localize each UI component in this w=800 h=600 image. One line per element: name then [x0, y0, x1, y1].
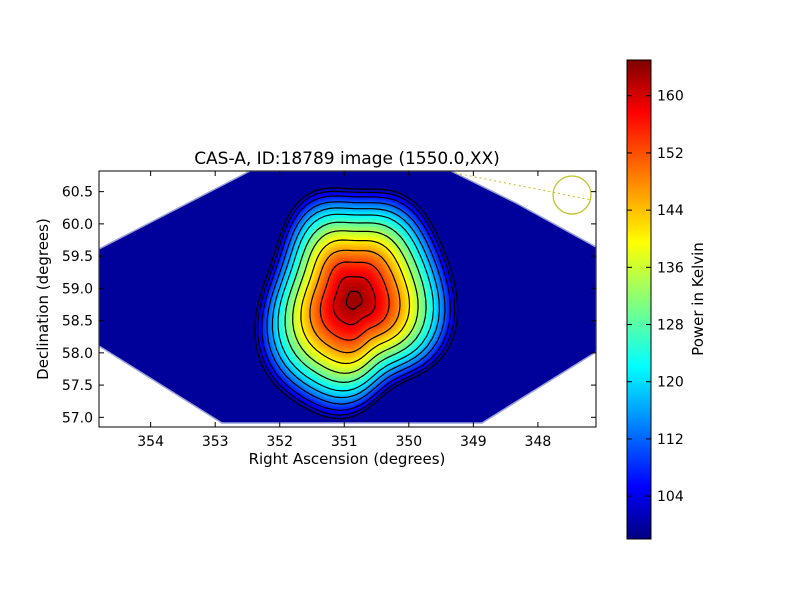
colorbar-tick-label: 112	[657, 432, 684, 448]
colorbar-tick-label: 152	[657, 146, 684, 162]
beam-pointer-line	[454, 172, 593, 201]
x-tick-label: 351	[331, 434, 358, 450]
y-axis: 57.0 57.5 58.0 58.5 59.0 59.5 60.0 60.5	[62, 185, 596, 426]
contour-line	[257, 190, 456, 416]
colorbar-label: Power in Kelvin	[689, 242, 707, 356]
contour-line	[271, 207, 441, 399]
colorbar-tick-label: 160	[657, 89, 684, 105]
colorbar-tick-label: 104	[657, 489, 684, 505]
colorbar-tick-label: 120	[657, 375, 684, 391]
contour-line	[309, 249, 401, 354]
colorbar-axis: 104 112 120 128 136 144 152 160	[627, 89, 684, 505]
y-tick-label: 60.5	[62, 185, 93, 201]
beam-marker	[552, 175, 592, 215]
contour-line	[284, 221, 427, 384]
colorbar	[626, 59, 652, 540]
y-tick-label: 58.0	[62, 346, 93, 362]
colorbar-tick-label: 144	[657, 203, 684, 219]
chart-title: CAS-A, ID:18789 image (1550.0,XX)	[194, 149, 500, 169]
x-tick-label: 350	[395, 434, 422, 450]
x-tick-label: 354	[137, 434, 164, 450]
contour-line	[261, 195, 452, 411]
x-tick-label: 353	[202, 434, 229, 450]
x-tick-label: 352	[266, 434, 293, 450]
y-axis-label: Declination (degrees)	[34, 218, 52, 380]
x-tick-label: 349	[460, 434, 487, 450]
contour-line	[345, 290, 363, 310]
contour-line	[266, 201, 446, 405]
y-tick-label: 60.0	[62, 217, 93, 233]
x-axis-label: Right Ascension (degrees)	[249, 450, 446, 468]
y-tick-label: 57.0	[62, 410, 93, 426]
plot-frame	[98, 170, 597, 428]
contour-line	[319, 261, 390, 341]
colorbar-tick-label: 136	[657, 260, 684, 276]
x-tick-label: 348	[525, 434, 552, 450]
colorbar-tick-label: 128	[657, 318, 684, 334]
y-tick-label: 59.5	[62, 249, 93, 265]
contour-line	[332, 276, 377, 326]
heatmap-band	[346, 291, 362, 310]
contour-line	[254, 187, 459, 420]
x-axis: 354 353 352 351 350 349 348	[137, 171, 551, 450]
contour-line	[292, 230, 419, 374]
contour-layer	[254, 187, 459, 420]
y-tick-label: 59.0	[62, 281, 93, 297]
contour-line	[300, 239, 411, 365]
plot-area	[99, 171, 596, 424]
y-tick-label: 58.5	[62, 314, 93, 330]
contour-line	[277, 213, 435, 392]
y-tick-label: 57.5	[62, 378, 93, 394]
